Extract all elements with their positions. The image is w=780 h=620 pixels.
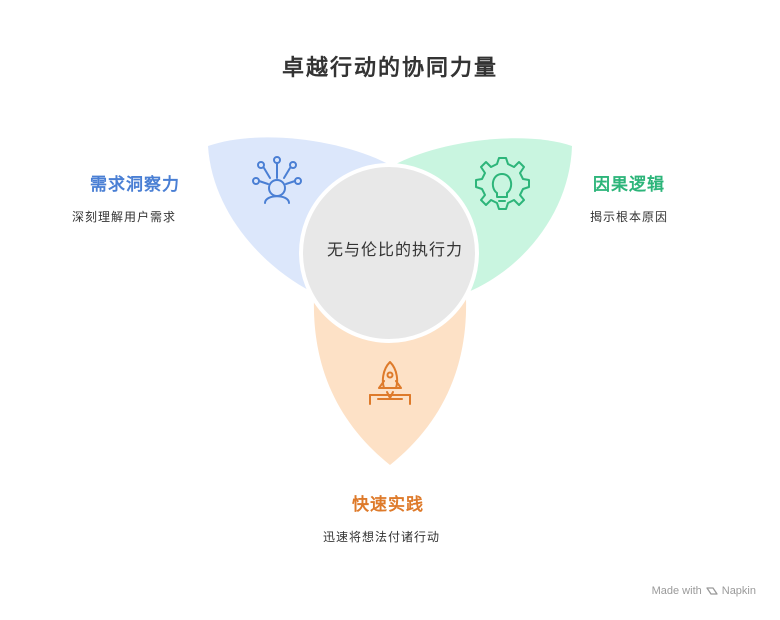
user-network-icon [252,156,302,204]
section-label-bottom: 快速实践 [352,495,424,515]
section-description-right: 揭示根本原因 [590,210,669,224]
section-label-right: 因果逻辑 [593,175,665,195]
section-description-bottom: 迅速将想法付诸行动 [323,530,441,544]
petal-bottom [313,298,467,465]
center-label: 无与伦比的执行力 [326,240,463,259]
center-circle [299,163,479,343]
rocket-launch-icon [369,361,411,405]
petal-right [392,138,572,292]
section-description-left: 深刻理解用户需求 [72,210,177,224]
watermark-prefix: Made with [651,585,702,597]
napkin-logo-icon [706,587,718,595]
napkin-watermark[interactable]: Made with Napkin [652,585,756,597]
diagram-title: 卓越行动的协同力量 [281,55,498,81]
lightbulb-gear-icon [475,157,530,210]
section-label-left: 需求洞察力 [90,175,180,195]
watermark-brand: Napkin [721,585,756,597]
